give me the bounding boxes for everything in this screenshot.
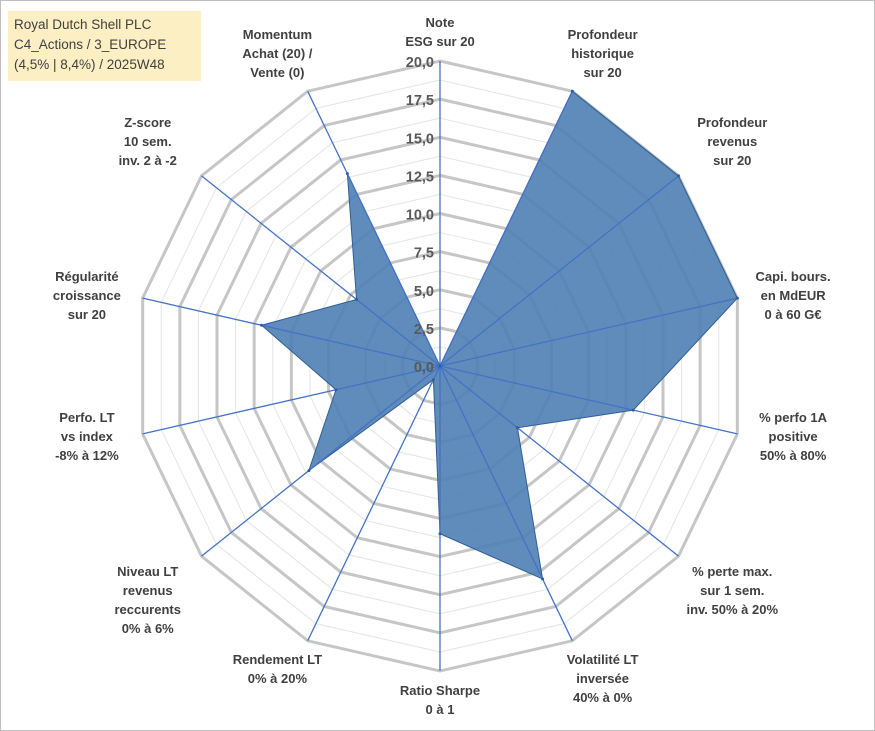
axis-label-line: Profondeur: [567, 27, 638, 43]
axis-label: Régularité croissance sur 20: [53, 267, 121, 324]
axis-label-line: Vente (0): [250, 65, 305, 81]
axis-label: Momentum Achat (20) / Vente (0): [242, 25, 312, 82]
tick-label: 20,0: [406, 55, 434, 71]
title-line-2: C4_Actions / 3_EUROPE: [14, 37, 167, 52]
axis-label-line: positive: [768, 428, 818, 444]
data-point: [541, 577, 545, 581]
axis-spoke: [439, 175, 679, 367]
axis-label-line: sur 20: [583, 65, 622, 81]
axis-label: Niveau LT revenus reccurents 0% à 6%: [114, 562, 180, 638]
axis-label: Profondeur revenus sur 20: [697, 113, 767, 170]
axis-spoke: [439, 365, 738, 435]
tick-label: 12,5: [406, 169, 434, 185]
axis-label-line: 0% à 20%: [247, 670, 308, 686]
axis-spoke: [439, 90, 573, 367]
axis-label: Ratio Sharpe 0 à 1: [400, 681, 480, 719]
axis-label-line: Régularité: [55, 269, 119, 285]
data-point: [438, 364, 442, 368]
axis-label: Rendement LT 0% à 20%: [233, 650, 322, 688]
tick-label: 2,5: [414, 322, 434, 338]
title-line-3: (4,5% | 8,4%) / 2025W48: [14, 57, 165, 72]
axis-label-line: Z-score: [124, 114, 172, 130]
axis-label-line: Note: [425, 15, 455, 30]
axis-label-line: Achat (20) /: [242, 46, 313, 62]
axis-label-line: sur 1 sem.: [700, 583, 765, 599]
data-point: [431, 378, 435, 382]
axis-spoke: [439, 297, 738, 367]
axis-label-line: revenus: [122, 583, 173, 599]
data-point: [307, 469, 311, 473]
axis-label-line: Profondeur: [697, 114, 768, 130]
data-point: [735, 296, 739, 300]
data-point: [345, 172, 349, 176]
data-point: [570, 89, 574, 93]
axis-label-line: 10 sem.: [123, 133, 172, 149]
axis-label-line: inv. 2 à -2: [118, 152, 177, 168]
tick-label: 7,5: [414, 246, 434, 262]
data-point: [334, 388, 338, 392]
axis-label: Z-score 10 sem. inv. 2 à -2: [119, 113, 177, 170]
tick-label: 10,0: [406, 208, 434, 224]
axis-label-line: Volatilité LT: [566, 651, 639, 667]
axis-label-line: 40% à 0%: [572, 689, 633, 705]
data-point: [676, 174, 680, 178]
data-point: [355, 297, 359, 301]
axis-spoke: [307, 90, 441, 367]
axis-spoke: [439, 365, 679, 557]
axis-label-line: ESG sur 20: [405, 34, 475, 49]
axis-label-line: Momentum: [242, 27, 313, 43]
data-point: [438, 532, 442, 536]
axis-label-line: inv. 50% à 20%: [686, 602, 779, 618]
axis-label-line: % perte max.: [692, 564, 773, 580]
axis-label-line: sur 20: [67, 307, 107, 323]
axis-spoke: [201, 175, 441, 367]
axis-label-line: 0% à 6%: [121, 621, 174, 637]
axis-label: Note ESG sur 20: [405, 13, 474, 51]
data-point: [631, 408, 635, 412]
axis-spoke: [142, 297, 441, 367]
axis-label-line: 50% à 80%: [759, 447, 827, 463]
axis-label-line: en MdEUR: [760, 288, 826, 304]
axis-label: Capi. bours. en MdEUR 0 à 60 G€: [756, 267, 831, 324]
axis-label-line: 0 à 60 G€: [764, 307, 822, 323]
axis-label-line: -8% à 12%: [55, 447, 119, 463]
tick-label: 17,5: [406, 93, 434, 109]
axis-spoke: [307, 365, 441, 642]
tick-label: 5,0: [414, 284, 434, 300]
axis-label-line: vs index: [60, 428, 113, 444]
axis-label-line: Niveau LT: [117, 564, 179, 580]
data-point: [515, 426, 519, 430]
axis-label-line: Ratio Sharpe: [399, 683, 481, 698]
axis-spoke: [201, 365, 441, 557]
axis-label: Volatilité LT inversée 40% à 0%: [567, 650, 639, 707]
axis-label: Perfo. LT vs index -8% à 12%: [55, 408, 119, 465]
axis-label-line: Rendement LT: [232, 651, 323, 667]
axis-label-line: revenus: [707, 133, 758, 149]
axis-label-line: historique: [571, 46, 635, 62]
axis-spoke: [439, 365, 573, 642]
axis-label-line: % perfo 1A: [759, 409, 828, 425]
chart-title-box: Royal Dutch Shell PLC C4_Actions / 3_EUR…: [8, 11, 201, 81]
axis-label: % perfo 1A positive 50% à 80%: [759, 408, 827, 465]
title-line-1: Royal Dutch Shell PLC: [14, 17, 152, 32]
axis-label-line: croissance: [52, 288, 121, 304]
axis-label-line: Perfo. LT: [59, 409, 115, 425]
axis-label: Profondeur historique sur 20: [568, 25, 638, 82]
axis-label-line: 0 à 1: [425, 702, 455, 717]
axis-label-line: sur 20: [713, 152, 752, 168]
axis-label: % perte max. sur 1 sem. inv. 50% à 20%: [686, 562, 778, 619]
axis-label-line: Capi. bours.: [755, 269, 831, 285]
tick-label: 15,0: [406, 131, 434, 147]
tick-label: 0,0: [414, 360, 434, 376]
axis-spoke: [142, 365, 441, 435]
axis-label-line: reccurents: [114, 602, 181, 618]
axis-label-line: inversée: [576, 670, 629, 686]
data-point: [260, 323, 264, 327]
